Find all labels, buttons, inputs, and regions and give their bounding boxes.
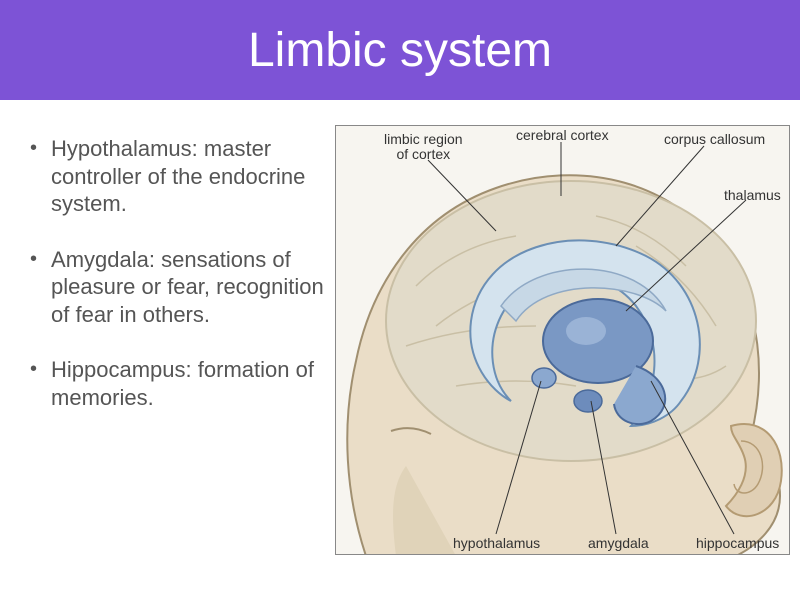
label-hypothalamus: hypothalamus (453, 536, 540, 551)
bullet-term: Hypothalamus (51, 136, 192, 161)
bullet-dot: • (30, 135, 37, 218)
label-hippocampus: hippocampus (696, 536, 779, 551)
label-cerebral-cortex: cerebral cortex (516, 128, 609, 143)
label-thalamus: thalamus (724, 188, 781, 203)
bullet-text: Amygdala: sensations of pleasure or fear… (51, 246, 340, 329)
page-title: Limbic system (248, 23, 552, 78)
label-amygdala: amygdala (588, 536, 649, 551)
header: Limbic system (0, 0, 800, 100)
bullet-hypothalamus: • Hypothalamus: master controller of the… (20, 135, 340, 218)
brain-svg (336, 126, 790, 555)
bullet-dot: • (30, 356, 37, 411)
bullet-list: • Hypothalamus: master controller of the… (20, 135, 340, 411)
brain-diagram: limbic regionof cortex cerebral cortex cor… (335, 125, 790, 555)
bullet-term: Amygdala (51, 247, 149, 272)
bullet-text: Hippocampus: formation of memories. (51, 356, 340, 411)
thalamus-highlight (566, 317, 606, 345)
bullet-dot: • (30, 246, 37, 329)
bullet-amygdala: • Amygdala: sensations of pleasure or fe… (20, 246, 340, 329)
label-corpus-callosum: corpus callosum (664, 132, 765, 147)
bullet-text: Hypothalamus: master controller of the e… (51, 135, 340, 218)
bullet-hippocampus: • Hippocampus: formation of memories. (20, 356, 340, 411)
bullet-term: Hippocampus (51, 357, 186, 382)
hypothalamus-shape (532, 368, 556, 388)
amygdala-shape (574, 390, 602, 412)
label-limbic-region: limbic regionof cortex (384, 132, 463, 163)
